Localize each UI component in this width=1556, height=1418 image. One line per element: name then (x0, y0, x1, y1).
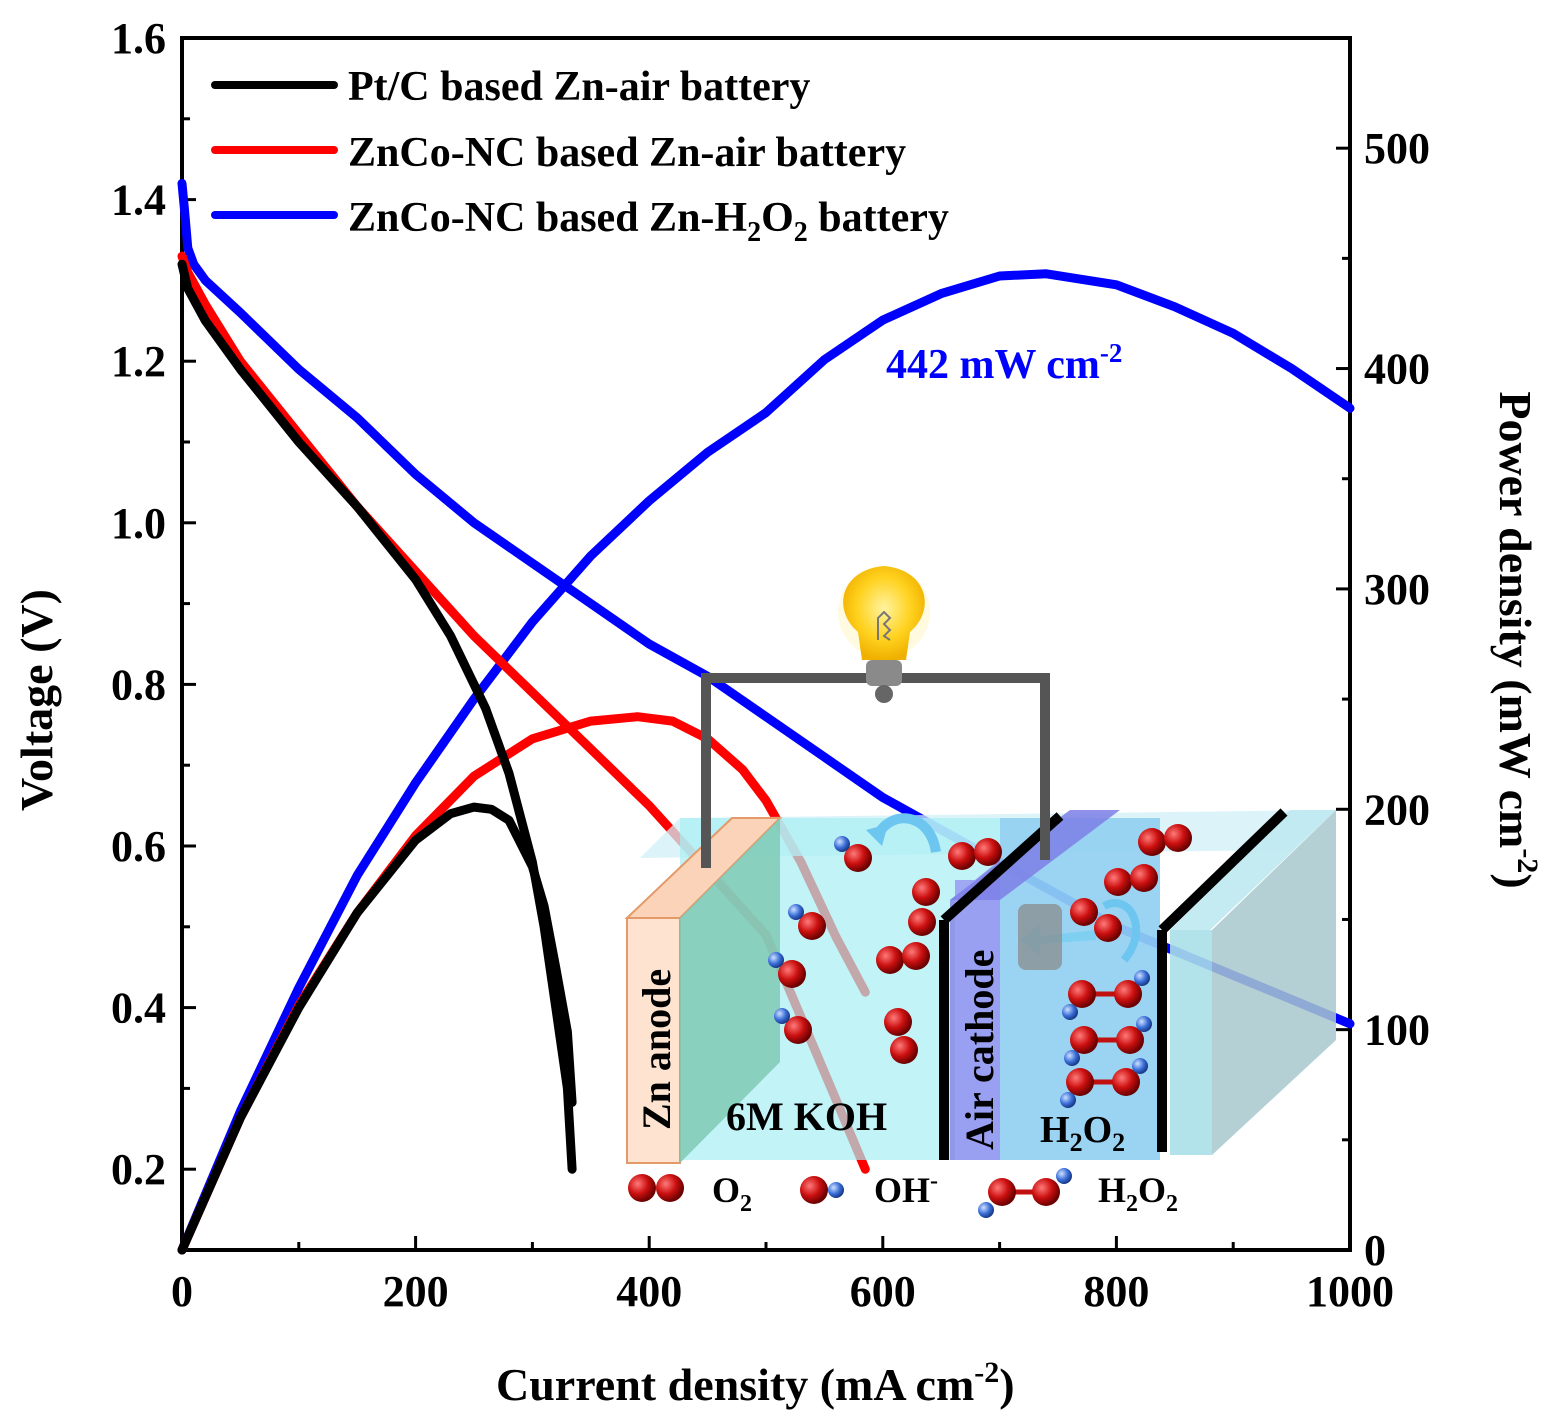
battery-schematic-inset: Zn anode 6M KOH Air cathode H2O2 O2 OH- … (624, 566, 1336, 1218)
oxygen-atom (1116, 1026, 1144, 1054)
h2o2-cycle-arrow-icon (1102, 899, 1141, 963)
series-line-power-5 (177, 269, 1355, 1255)
molecules-layer (768, 824, 1192, 1108)
hydrogen-atom (1132, 1058, 1148, 1074)
o2-legend-atom (656, 1174, 684, 1202)
y-tick-label: 1.2 (111, 337, 166, 386)
y-tick-label: 0.4 (111, 984, 166, 1033)
hydrogen-atom (1062, 1004, 1078, 1020)
oxygen-atom (784, 1016, 812, 1044)
y-tick-label: 0.6 (111, 822, 166, 871)
oxygen-atom (1094, 914, 1122, 942)
y-tick-label: 1.6 (111, 14, 166, 63)
oxygen-atom (902, 942, 930, 970)
x-tick-label: 0 (171, 1267, 193, 1316)
electrolyte-label: 6M KOH (726, 1094, 887, 1139)
oxygen-atom (1130, 864, 1158, 892)
air-cathode-face (955, 880, 1000, 1160)
x-tick-label: 1000 (1306, 1267, 1394, 1316)
y-tick-label: 0.8 (111, 660, 166, 709)
y2-tick-label: 500 (1364, 124, 1430, 173)
h2o2-legend-atom (978, 1202, 994, 1218)
y2-tick-label: 0 (1364, 1226, 1386, 1275)
x-tick-label: 600 (850, 1267, 916, 1316)
y2-tick-label: 200 (1364, 785, 1430, 834)
oxygen-atom (798, 912, 826, 940)
zn-anode-side (680, 818, 780, 1163)
x-tick-label: 400 (616, 1267, 682, 1316)
oxygen-atom (778, 960, 806, 988)
oxygen-atom (1104, 868, 1132, 896)
peak-power-annotation: 442 mW cm-2 (886, 338, 1122, 388)
h2o2-chamber-label: H2O2 (1040, 1109, 1125, 1157)
y2-axis-title: Power density (mW cm-2) (1490, 391, 1544, 888)
series-line-voltage-0 (177, 259, 577, 1174)
h2o2-legend-atom (988, 1178, 1016, 1206)
hydrogen-atom (788, 904, 804, 920)
oxygen-arrow-head-icon (866, 824, 888, 846)
hydrogen-atom (1060, 1092, 1076, 1108)
h2o2-legend-label: H2O2 (1098, 1170, 1178, 1217)
oxygen-atom (1138, 828, 1166, 856)
legend-label-znco-h2o2: ZnCo-NC based Zn-H2O2 battery (348, 195, 949, 248)
oxygen-atom (1114, 980, 1142, 1008)
oxygen-atom (1066, 1068, 1094, 1096)
y2-tick-label: 300 (1364, 565, 1430, 614)
lightbulb-icon (838, 566, 930, 703)
o2-legend-atom (628, 1174, 656, 1202)
oxygen-atom (912, 878, 940, 906)
h2o2-legend-atom (1032, 1178, 1060, 1206)
hydrogen-atom (768, 952, 784, 968)
hydrogen-atom (1134, 970, 1150, 986)
zn-anode-label: Zn anode (634, 969, 679, 1130)
species-legend: O2 OH- H2O2 (628, 1168, 1178, 1218)
oh-legend-atom (828, 1182, 844, 1198)
oxygen-atom (948, 842, 976, 870)
y2-tick-label: 400 (1364, 345, 1430, 394)
hydrogen-atom (1064, 1050, 1080, 1066)
y-tick-label: 0.2 (111, 1145, 166, 1194)
oxygen-atom (1112, 1068, 1140, 1096)
x-tick-label: 800 (1083, 1267, 1149, 1316)
legend-label-ptc: Pt/C based Zn-air battery (348, 64, 810, 110)
oxygen-atom (1070, 1026, 1098, 1054)
oxygen-atom (890, 1036, 918, 1064)
h2o2-legend-atom (1056, 1168, 1072, 1184)
right-glass-front (1170, 930, 1212, 1155)
o2-legend-label: O2 (712, 1170, 752, 1217)
oxygen-atom (1068, 980, 1096, 1008)
oxygen-atom (908, 908, 936, 936)
right-glass-block (1170, 810, 1336, 930)
oxygen-atom (1164, 824, 1192, 852)
oh-legend-label: OH- (874, 1168, 938, 1210)
oxygen-atom (974, 838, 1002, 866)
legend-label-znco-air: ZnCo-NC based Zn-air battery (348, 130, 906, 176)
zn-anode-front (626, 917, 681, 1164)
legend: Pt/C based Zn-air battery ZnCo-NC based … (211, 64, 949, 248)
oxygen-atom (884, 1008, 912, 1036)
oxygen-atom (844, 844, 872, 872)
right-glass-side (1212, 810, 1336, 1155)
axes-ticks: 0 200 400 600 800 10000.20.40.60.81.01.21.41.… (111, 14, 1430, 1316)
air-cathode-label: Air cathode (957, 950, 1002, 1150)
hydrogen-atom (774, 1008, 790, 1024)
hydrogen-atom (1136, 1016, 1152, 1032)
oxygen-atom (876, 946, 904, 974)
series-line-power-1 (177, 802, 577, 1255)
oxygen-atom (1070, 898, 1098, 926)
x-tick-label: 200 (383, 1267, 449, 1316)
hydrogen-atom (834, 836, 850, 852)
y-tick-label: 1.0 (111, 499, 166, 548)
cathode-chip (1018, 904, 1062, 970)
x-axis-title: Current density (mA cm-2) (496, 1356, 1015, 1410)
y-axis-title: Voltage (V) (11, 589, 62, 811)
y2-tick-label: 100 (1364, 1006, 1430, 1055)
oh-legend-atom (800, 1176, 828, 1204)
separator-right-top (1158, 808, 1288, 934)
y-tick-label: 1.4 (111, 176, 166, 225)
